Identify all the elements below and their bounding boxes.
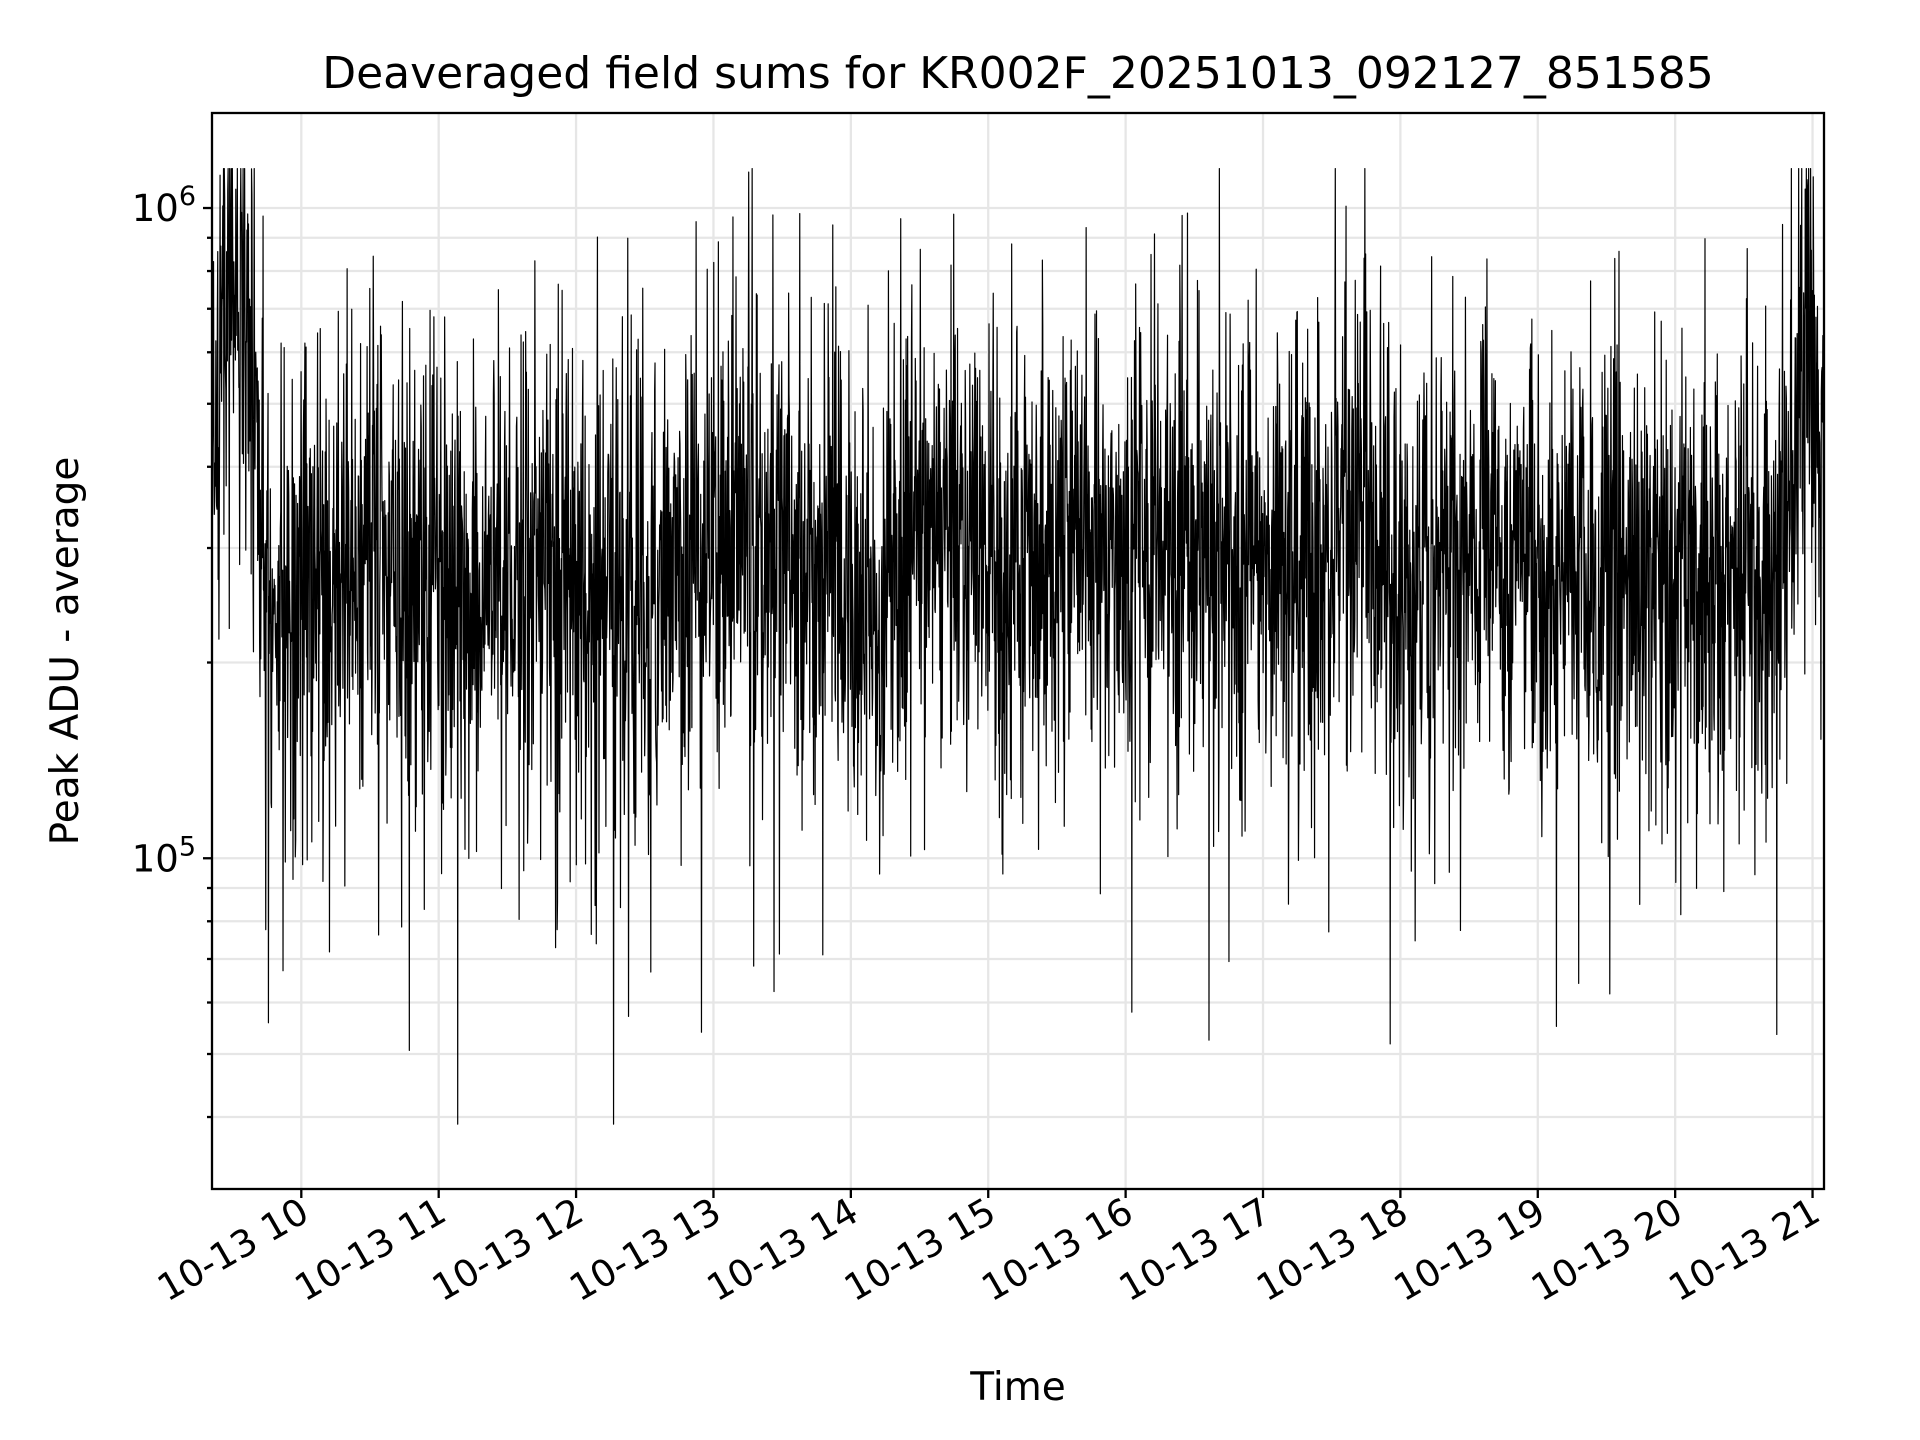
x-tick-label: 10-13 19 [1387,1190,1553,1310]
x-tick-label: 10-13 14 [700,1190,866,1310]
x-tick-label: 10-13 16 [975,1190,1141,1310]
y-tick-label: 105 [132,831,196,880]
x-tick-label: 10-13 17 [1112,1190,1278,1310]
x-tick-label: 10-13 18 [1249,1190,1415,1310]
y-axis-label: Peak ADU - average [43,457,88,846]
series-layer [211,167,1825,1125]
plot-frame [210,111,1826,1191]
x-tick-label: 10-13 20 [1524,1190,1690,1310]
data-series-line [211,167,1825,1125]
x-tick-label: 10-13 15 [837,1190,1003,1310]
chart-title: Deaveraged field sums for KR002F_2025101… [322,48,1714,99]
x-tick-label: 10-13 21 [1661,1190,1827,1310]
x-tick-label: 10-13 11 [288,1190,454,1310]
x-tick-label: 10-13 10 [150,1190,316,1310]
x-tick-label: 10-13 12 [425,1190,591,1310]
x-tick-label: 10-13 13 [562,1190,728,1310]
x-axis-label: Time [969,1365,1065,1410]
y-tick-label: 106 [132,181,196,230]
